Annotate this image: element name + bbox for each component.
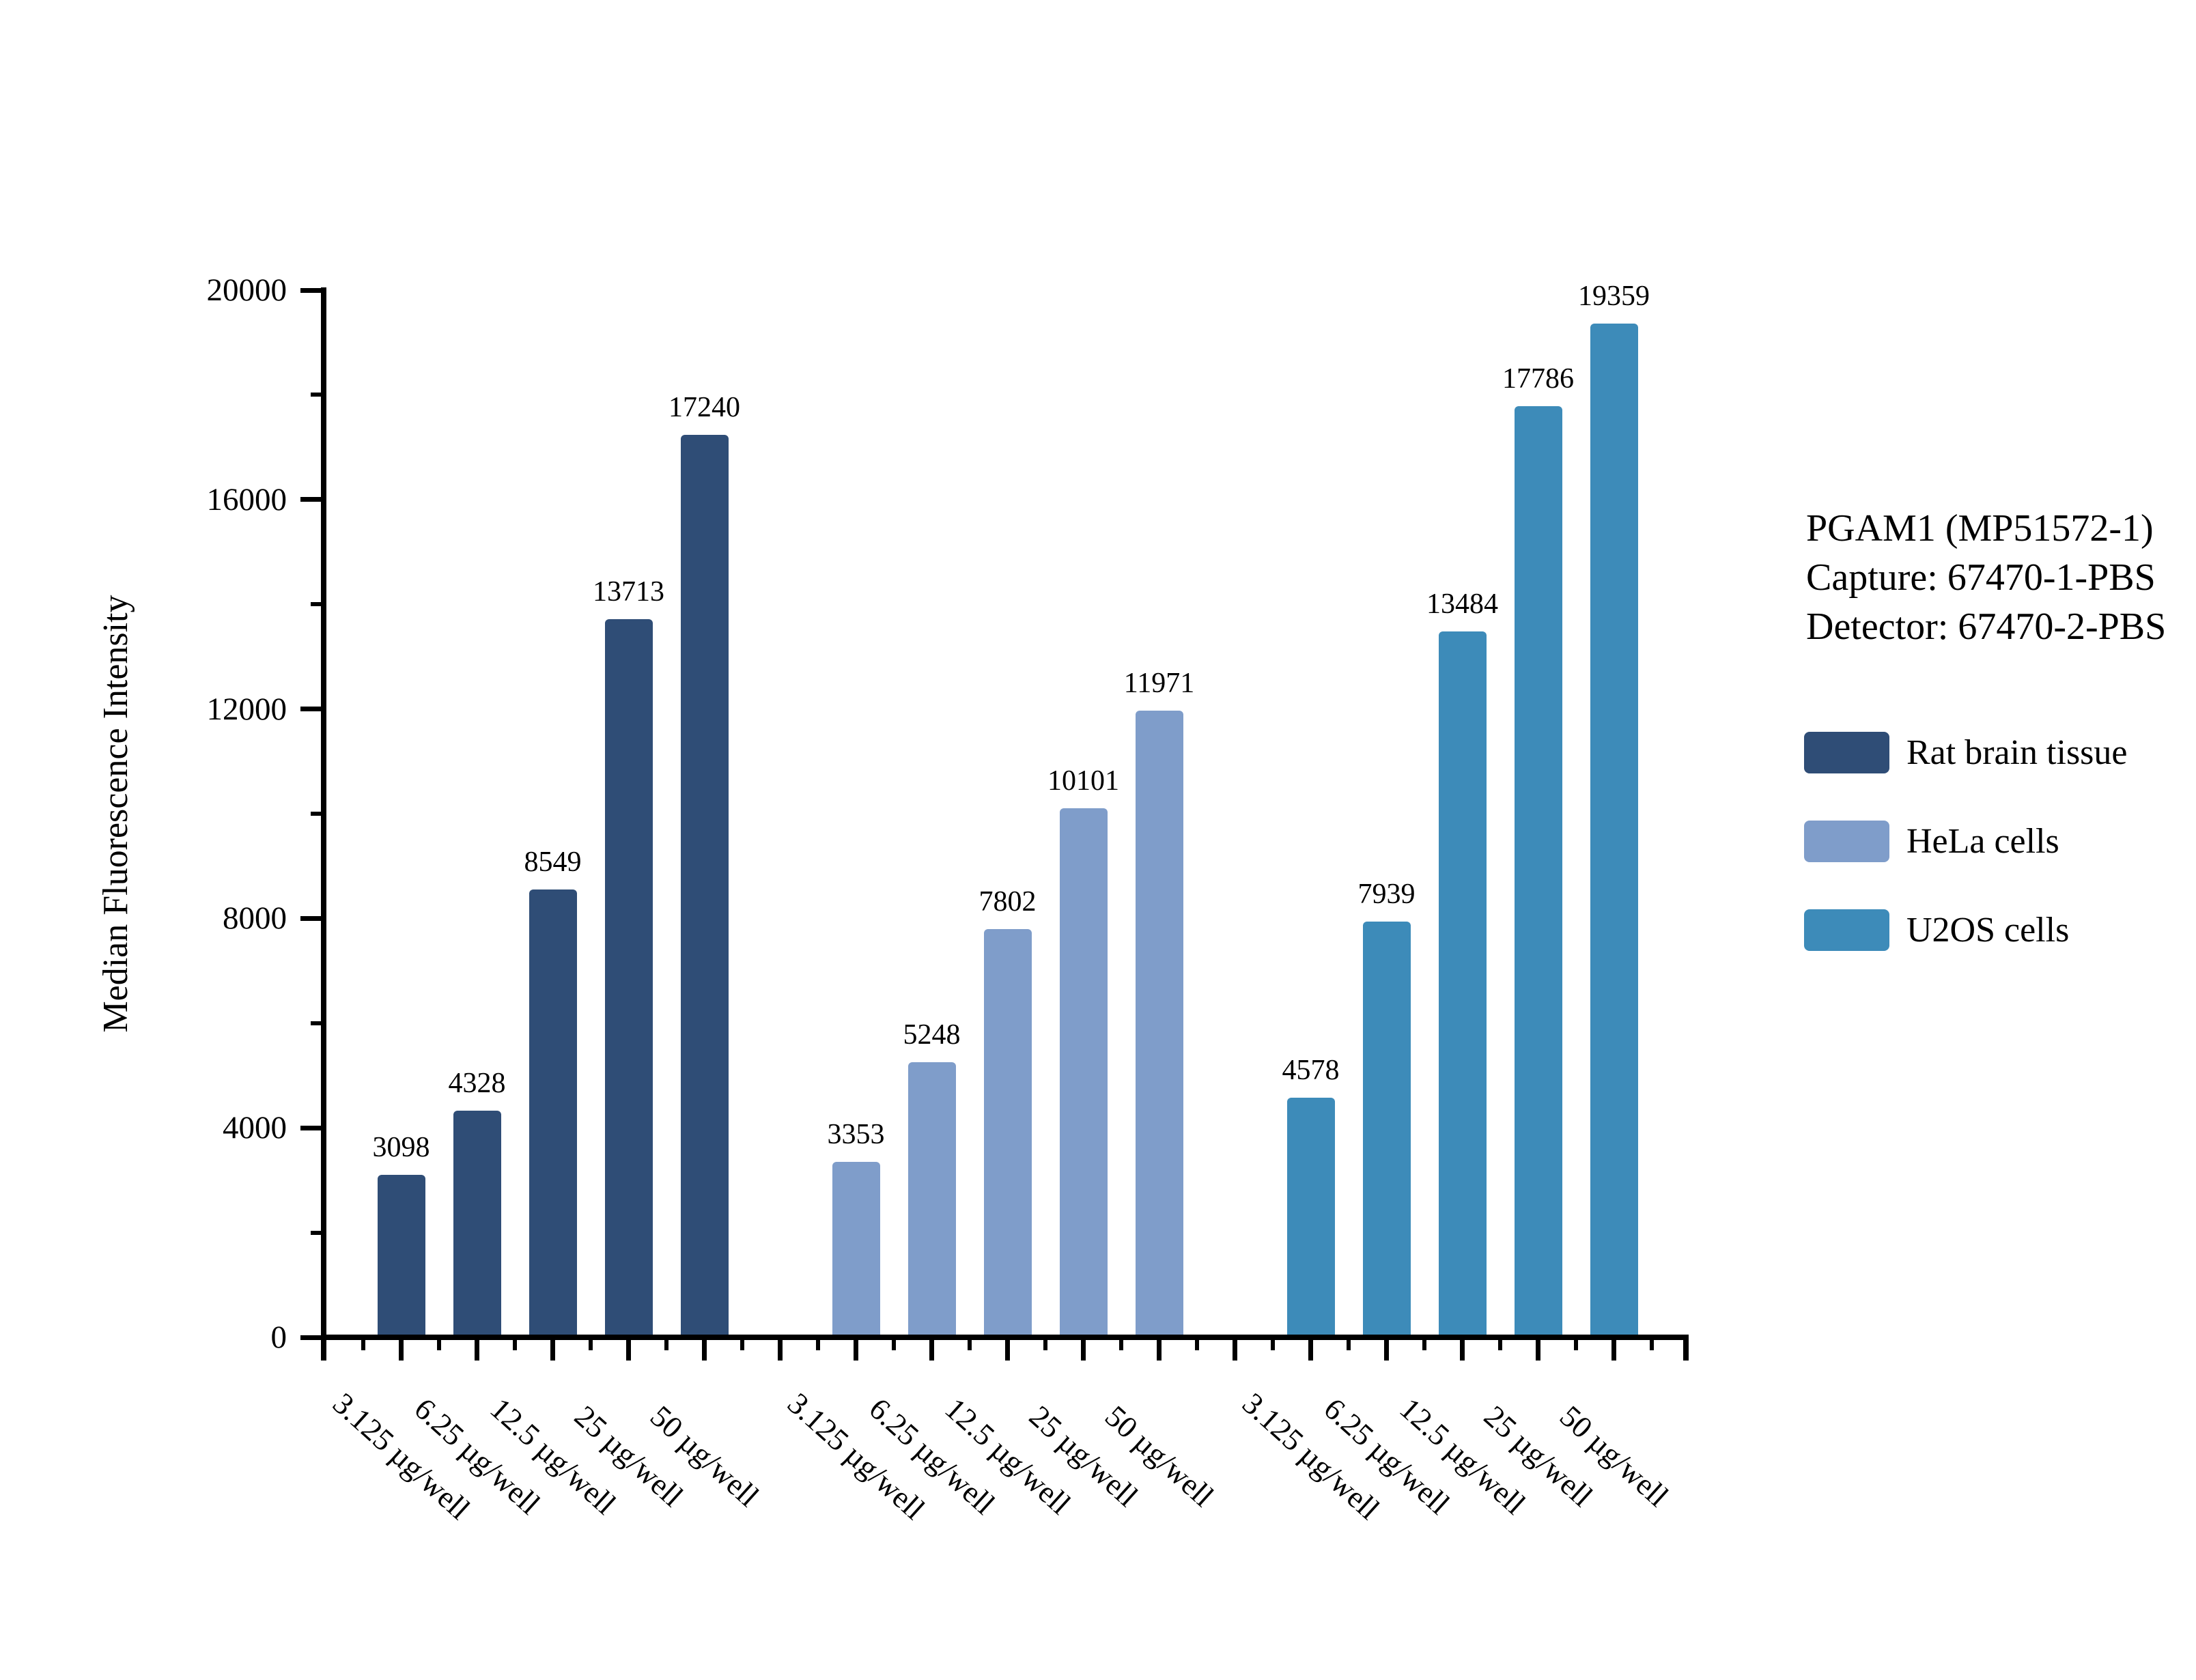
bar-value-label: 5248	[903, 1019, 961, 1051]
legend-swatch	[1804, 909, 1889, 951]
bar-value-label: 17240	[668, 392, 740, 423]
bar-value-label: 3353	[827, 1119, 885, 1150]
bar-value-label: 10101	[1047, 765, 1119, 797]
y-axis-major-tick	[300, 915, 321, 921]
y-axis-minor-tick	[311, 1230, 321, 1235]
x-axis-major-tick	[1233, 1340, 1237, 1361]
x-axis-minor-tick	[361, 1340, 365, 1350]
bar-value-label: 13713	[593, 576, 664, 608]
bar-value-label: 3098	[372, 1132, 430, 1163]
x-axis-major-tick	[778, 1340, 783, 1361]
y-axis-tick-label: 20000	[206, 272, 287, 308]
bar-value-label: 7802	[979, 886, 1037, 917]
bar-value-label: 4328	[448, 1068, 506, 1099]
legend-label: HeLa cells	[1906, 822, 2059, 861]
x-axis-minor-tick	[664, 1340, 668, 1350]
bar-value-label: 8549	[524, 846, 582, 878]
x-axis-minor-tick	[1498, 1340, 1502, 1350]
bar	[983, 929, 1032, 1337]
x-axis-minor-tick	[589, 1340, 593, 1350]
bar-value-label: 17786	[1502, 363, 1574, 395]
assay-annotation: PGAM1 (MP51572-1) Capture: 67470-1-PBS D…	[1806, 504, 2166, 651]
x-axis-minor-tick	[1574, 1340, 1578, 1350]
x-axis-minor-tick	[1119, 1340, 1123, 1350]
legend-swatch	[1804, 732, 1889, 773]
x-axis-major-tick	[399, 1340, 404, 1361]
x-axis-end-cap	[1683, 1335, 1689, 1361]
bar-value-label: 7939	[1357, 879, 1416, 910]
y-axis-tick-label: 8000	[223, 900, 287, 937]
x-axis-line	[321, 1335, 1689, 1340]
x-axis-minor-tick	[968, 1340, 972, 1350]
x-axis-major-tick	[1308, 1340, 1313, 1361]
bar	[1286, 1098, 1335, 1337]
x-axis-major-tick	[626, 1340, 631, 1361]
bar-value-label: 11971	[1123, 668, 1195, 699]
bar	[907, 1062, 956, 1337]
y-axis-tick-label: 12000	[206, 691, 287, 727]
x-axis-minor-tick	[437, 1340, 441, 1350]
x-axis-minor-tick	[513, 1340, 517, 1350]
y-axis-title: Median Fluorescence Intensity	[96, 595, 135, 1033]
x-axis-minor-tick	[1271, 1340, 1275, 1350]
bar-value-label: 19359	[1578, 281, 1650, 312]
y-axis-tick-label: 0	[270, 1320, 287, 1355]
x-axis-minor-tick	[1195, 1340, 1199, 1350]
bar	[1059, 808, 1108, 1337]
x-axis-major-tick	[475, 1340, 479, 1361]
bar	[604, 619, 653, 1337]
x-axis-major-tick	[854, 1340, 858, 1361]
x-axis-major-tick	[1460, 1340, 1465, 1361]
annotation-detector-line: Detector: 67470-2-PBS	[1806, 606, 2167, 648]
y-axis-major-tick	[300, 287, 321, 293]
x-axis-minor-tick	[740, 1340, 744, 1350]
x-axis-major-tick	[1005, 1340, 1010, 1361]
x-axis-minor-tick	[1043, 1340, 1047, 1350]
x-axis-major-tick	[1157, 1340, 1162, 1361]
x-axis-major-tick	[1611, 1340, 1616, 1361]
x-axis-major-tick	[1081, 1340, 1086, 1361]
annotation-capture-line: Capture: 67470-1-PBS	[1806, 556, 2156, 599]
bar	[377, 1175, 425, 1337]
y-axis-tick-label: 16000	[206, 481, 287, 517]
legend-swatch	[1804, 821, 1889, 862]
bar	[680, 435, 729, 1337]
bar	[1362, 922, 1411, 1337]
y-axis-major-tick	[300, 707, 321, 712]
x-axis-minor-tick	[1347, 1340, 1351, 1350]
bar-value-label: 13484	[1426, 588, 1498, 620]
y-axis-minor-tick	[311, 602, 321, 607]
y-axis-minor-tick	[311, 1021, 321, 1025]
y-axis-tick-label: 4000	[223, 1110, 287, 1146]
y-axis-major-tick	[300, 497, 321, 502]
x-axis-major-tick	[1536, 1340, 1540, 1361]
x-axis-major-tick	[702, 1340, 707, 1361]
x-axis-minor-tick	[892, 1340, 896, 1350]
annotation-protein-line: PGAM1 (MP51572-1)	[1806, 507, 2154, 550]
y-axis-minor-tick	[311, 393, 321, 397]
y-axis-minor-tick	[311, 812, 321, 816]
y-axis-line	[321, 287, 326, 1361]
bar	[832, 1162, 880, 1337]
bar	[529, 889, 577, 1337]
bar-value-label: 4578	[1282, 1055, 1340, 1086]
y-axis-major-tick	[300, 1125, 321, 1130]
x-axis-major-tick	[929, 1340, 934, 1361]
y-axis-major-tick	[300, 1335, 321, 1340]
bar	[1438, 631, 1487, 1337]
x-axis-major-tick	[1384, 1340, 1389, 1361]
x-axis-minor-tick	[1650, 1340, 1654, 1350]
bar	[453, 1111, 501, 1337]
x-axis-minor-tick	[1422, 1340, 1426, 1350]
bar	[1135, 711, 1183, 1337]
bar	[1590, 324, 1638, 1337]
legend-label: Rat brain tissue	[1906, 733, 2128, 772]
x-axis-major-tick	[550, 1340, 555, 1361]
legend-label: U2OS cells	[1906, 911, 2070, 950]
bar	[1514, 406, 1562, 1337]
x-axis-minor-tick	[816, 1340, 820, 1350]
